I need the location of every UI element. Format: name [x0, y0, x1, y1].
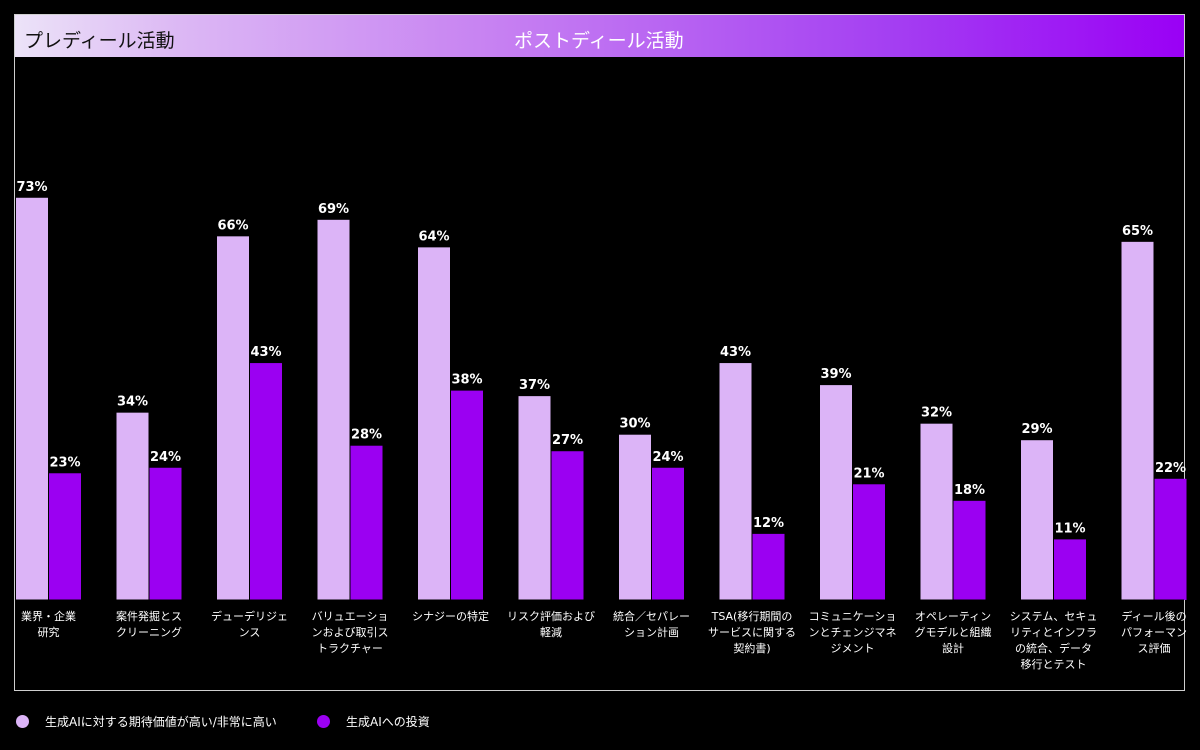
bar-investment-6 [551, 451, 584, 600]
data-label-expectation-3: 66% [217, 218, 248, 233]
category-label-4-line-2: ンおよび取引ス [312, 625, 389, 639]
category-label-12-line-1: ディール後の [1121, 609, 1186, 623]
data-label-investment-3: 43% [250, 345, 281, 360]
category-label-1-line-2: 研究 [38, 625, 60, 639]
data-label-expectation-2: 34% [117, 395, 148, 410]
data-label-investment-8: 12% [753, 516, 784, 531]
legend-swatch-investment [317, 714, 330, 728]
bar-investment-10 [953, 500, 986, 600]
phase-header-bar [15, 15, 1184, 57]
data-label-expectation-9: 39% [820, 367, 851, 382]
category-label-6-line-1: リスク評価および [507, 609, 595, 623]
category-label-10-line-3: 設計 [942, 641, 964, 655]
data-label-expectation-10: 32% [921, 406, 952, 421]
data-label-investment-7: 24% [652, 450, 683, 465]
bar-expectation-12 [1121, 241, 1154, 600]
legend-label-investment: 生成AIへの投資 [346, 714, 430, 729]
category-label-5-line-1: シナジーの特定 [412, 609, 489, 623]
bar-expectation-2 [116, 412, 149, 600]
legend-label-expectation: 生成AIに対する期待価値が高い/非常に高い [45, 714, 277, 729]
data-label-investment-1: 23% [49, 455, 80, 470]
category-label-12-line-3: ス評価 [1138, 641, 1171, 655]
data-label-investment-10: 18% [954, 483, 985, 498]
data-label-investment-6: 27% [552, 433, 583, 448]
data-label-investment-4: 28% [351, 428, 382, 443]
data-label-investment-11: 11% [1054, 521, 1085, 536]
bar-investment-7 [652, 467, 684, 600]
bar-investment-12 [1154, 478, 1187, 600]
category-label-7-line-2: ション計画 [624, 625, 679, 639]
legend-item-expectation: 生成AIに対する期待価値が高い/非常に高い [16, 713, 277, 729]
category-label-4-line-1: バリュエーショ [312, 610, 389, 623]
legend-swatch-expectation [16, 714, 29, 728]
category-label-4-line-3: トラクチャー [317, 642, 383, 655]
bar-expectation-5 [418, 247, 450, 601]
category-label-6-line-2: 軽減 [540, 625, 562, 639]
bar-investment-9 [853, 484, 885, 600]
category-label-11-line-3: の統合、データ [1015, 641, 1092, 655]
category-label-2-line-1: 案件発掘とス [116, 609, 182, 623]
category-label-2-line-2: クリーニング [116, 625, 182, 639]
data-label-expectation-8: 43% [720, 345, 751, 360]
bar-expectation-8 [719, 363, 752, 600]
bar-investment-2 [149, 467, 182, 600]
bar-investment-4 [350, 445, 383, 600]
data-label-investment-5: 38% [451, 373, 482, 388]
data-label-expectation-1: 73% [16, 180, 47, 195]
bar-expectation-11 [1021, 440, 1053, 600]
data-label-expectation-4: 69% [318, 202, 349, 217]
data-label-expectation-7: 30% [619, 417, 650, 432]
data-label-expectation-11: 29% [1021, 422, 1052, 437]
category-label-12-line-2: パフォーマン [1121, 626, 1187, 639]
category-label-11-line-4: 移行とテスト [1021, 658, 1087, 671]
category-label-8-line-2: サービスに関する [708, 626, 796, 639]
bar-expectation-6 [518, 396, 551, 600]
bar-expectation-4 [317, 219, 350, 600]
bar-expectation-3 [217, 236, 249, 600]
bar-investment-11 [1054, 539, 1086, 600]
category-label-9-line-2: ンとチェンジマネ [809, 626, 897, 639]
data-label-expectation-6: 37% [519, 378, 550, 393]
category-label-3-line-1: デューデリジェ [211, 609, 288, 623]
category-label-8-line-1: TSA(移行期間の [711, 610, 793, 623]
bar-expectation-7 [619, 434, 651, 600]
category-label-10-line-1: オペレーティン [915, 610, 991, 623]
category-label-11-line-1: システム、セキュ [1010, 610, 1098, 623]
category-label-11-line-2: リティとインフラ [1010, 626, 1097, 639]
bar-expectation-10 [920, 423, 953, 600]
post-deal-label: ポストディール活動 [514, 30, 684, 52]
pre-deal-label: プレディール活動 [24, 30, 175, 52]
data-label-investment-9: 21% [853, 466, 884, 481]
bar-expectation-1 [16, 197, 48, 600]
category-label-8-line-3: 契約書) [733, 641, 770, 655]
category-label-10-line-2: グモデルと組織 [915, 625, 992, 639]
bar-investment-8 [752, 533, 785, 600]
category-label-9-line-3: ジメント [831, 642, 875, 655]
bar-investment-5 [451, 390, 483, 600]
bar-expectation-9 [820, 385, 852, 600]
category-label-9-line-1: コミュニケーショ [809, 610, 897, 623]
bar-investment-3 [250, 363, 282, 600]
category-label-7-line-1: 統合／セパレー [613, 609, 690, 623]
data-label-investment-12: 22% [1155, 461, 1186, 476]
data-label-expectation-12: 65% [1122, 224, 1153, 239]
data-label-investment-2: 24% [150, 450, 181, 465]
legend-item-investment: 生成AIへの投資 [317, 713, 430, 729]
category-label-3-line-2: ンス [239, 626, 261, 639]
chart-frame [14, 14, 1185, 691]
data-label-expectation-5: 64% [418, 229, 449, 244]
bar-investment-1 [49, 473, 81, 600]
category-label-1-line-1: 業界・企業 [21, 609, 76, 623]
